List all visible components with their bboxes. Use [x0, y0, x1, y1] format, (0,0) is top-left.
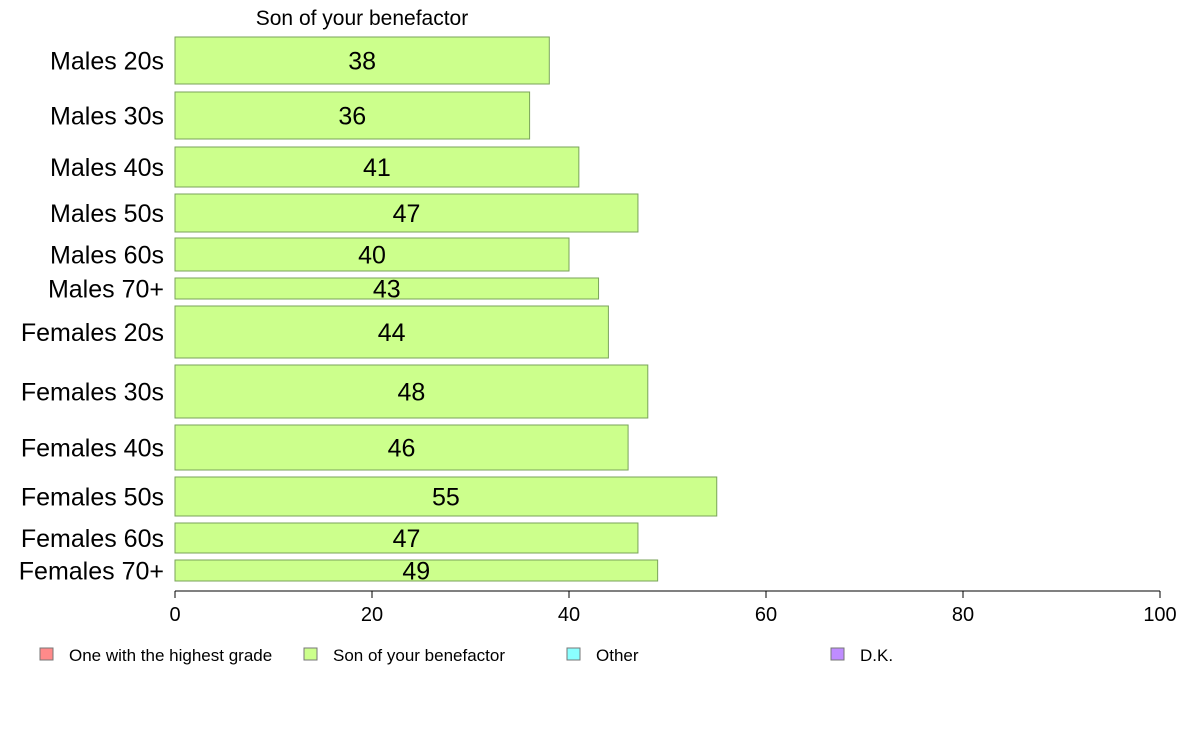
data-label: 49 — [402, 558, 430, 586]
category-label: Females 60s — [21, 525, 164, 553]
x-tick-label: 0 — [169, 604, 180, 626]
legend-label: D.K. — [860, 646, 893, 665]
x-tick-label: 40 — [558, 604, 580, 626]
legend: One with the highest grade Son of your be… — [39, 646, 893, 665]
data-label: 41 — [363, 154, 391, 182]
bar — [174, 36, 550, 85]
data-label: 44 — [378, 319, 406, 347]
legend-label: Son of your benefactor — [333, 646, 505, 665]
bar — [174, 522, 639, 554]
category-label: Females 40s — [21, 435, 164, 463]
bar — [174, 237, 570, 272]
bar — [174, 146, 580, 188]
category-label: Females 70+ — [19, 558, 164, 586]
data-label: 48 — [397, 379, 425, 407]
data-label: 38 — [348, 48, 376, 76]
category-label: Females 20s — [21, 319, 164, 347]
x-axis: 0 20 40 60 80 100 — [169, 590, 1177, 626]
category-label: Males 40s — [50, 154, 164, 182]
data-label: 47 — [393, 525, 421, 553]
legend-swatch — [39, 647, 54, 661]
data-label: 55 — [432, 484, 460, 512]
legend-swatch — [830, 647, 845, 661]
bar — [174, 277, 600, 300]
bar — [174, 364, 649, 419]
category-label: Males 60s — [50, 242, 164, 270]
x-tick-label: 80 — [952, 604, 974, 626]
legend-swatch — [566, 647, 581, 661]
category-label: Females 50s — [21, 484, 164, 512]
chart-title: Son of your benefactor — [256, 7, 468, 30]
x-tick-label: 60 — [755, 604, 777, 626]
category-label: Males 30s — [50, 103, 164, 131]
bar — [174, 193, 639, 233]
legend-label: One with the highest grade — [69, 646, 272, 665]
category-label: Males 70+ — [48, 276, 164, 304]
data-label: 46 — [388, 435, 416, 463]
category-label: Females 30s — [21, 379, 164, 407]
data-label: 47 — [393, 200, 421, 228]
data-label: 36 — [338, 103, 366, 131]
category-label: Males 50s — [50, 200, 164, 228]
bar — [174, 424, 629, 471]
x-tick-label: 100 — [1143, 604, 1176, 626]
category-label: Males 20s — [50, 48, 164, 76]
bars-layer: Males 20s 38 Males 30s 36 Males 40s 41 Males 5… — [19, 36, 718, 586]
data-label: 40 — [358, 242, 386, 270]
bar — [174, 305, 609, 359]
legend-label: Other — [596, 646, 639, 665]
legend-swatch — [303, 647, 318, 661]
x-tick-label: 20 — [361, 604, 383, 626]
bar — [174, 476, 718, 517]
bar — [174, 91, 531, 140]
bar — [174, 559, 659, 582]
data-label: 43 — [373, 276, 401, 304]
